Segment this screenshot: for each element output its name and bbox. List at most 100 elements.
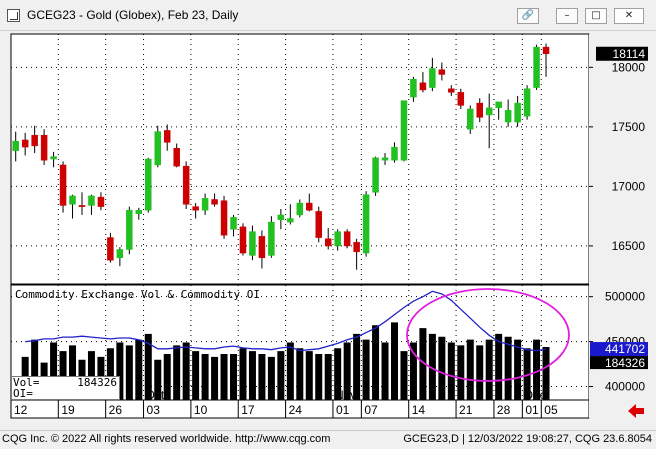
highlight-ellipse [406,288,570,382]
volume-bar [211,356,219,400]
volume-bar [504,336,512,400]
date-label: 24 [289,403,303,417]
candle-body [400,100,408,161]
volume-bar [220,354,228,400]
maximize-button[interactable]: □ [585,8,607,24]
candle-body [192,206,199,211]
volume-bar [154,359,162,400]
candle-body [50,156,57,160]
volume-bar [286,342,294,400]
volume-bar [106,348,114,400]
volume-bar [163,354,171,400]
volume-bar [362,339,370,400]
volume-bar [372,325,380,400]
candle-body [249,231,256,256]
status-bar: CQG Inc. © 2022 All rights reserved worl… [0,430,656,449]
candle-body [145,158,152,211]
candle-body [542,46,550,55]
scroll-left-arrow-icon[interactable] [628,404,644,418]
volume-bar [135,339,143,400]
price-tick-label: 17000 [612,179,646,193]
volume-bar [116,342,124,400]
volume-bar [315,354,323,400]
candle-body [362,194,370,254]
date-label: 28 [497,403,511,417]
candle-body [21,139,29,148]
last-oi-tag [590,342,648,357]
candle-body [391,146,398,161]
candle-body [381,157,389,161]
candle-body [31,134,38,147]
candle-body [419,82,427,91]
last-volume-tag-label: 184326 [605,356,645,370]
volume-bar [324,354,332,400]
candle-body [97,196,105,207]
volume-bar [447,342,455,400]
volume-bar [192,351,200,400]
date-label: 26 [109,403,123,417]
oi-label: OI= [13,387,33,400]
volume-bar [182,342,190,400]
candle-body [220,200,228,236]
volume-bar [353,333,361,400]
candle-body [343,231,351,247]
price-tick-label: 17500 [612,120,646,134]
candle-body [523,88,531,117]
volume-bar [87,351,95,400]
candle-body [201,198,209,211]
volume-bar [514,339,522,400]
date-label: 19 [61,403,75,417]
price-panel [10,33,590,285]
candle-body [315,211,322,238]
date-label: 03 [147,403,161,417]
volume-bar [485,339,493,400]
price-chart[interactable]: Commodity Exchange Vol & Commodity OI 16… [0,31,656,430]
volume-bar [239,348,247,400]
price-tick-label: 18000 [612,60,646,74]
candle-body [268,221,275,256]
candle-body [533,46,540,88]
candle-body [88,195,95,206]
volume-bar [125,345,133,400]
volume-bar [457,345,465,400]
candle-body [324,238,332,247]
candle-body [78,205,86,207]
minimize-button[interactable]: – [556,8,578,24]
volume-panel-title: Commodity Exchange Vol & Commodity OI [15,288,260,301]
volume-bar [173,345,181,400]
volume-bar [400,351,408,400]
candle-body [438,69,446,75]
volume-bar [201,354,209,400]
candle-body [135,209,143,215]
volume-bar [438,336,446,400]
copyright-text: CQG Inc. © 2022 All rights reserved worl… [2,433,331,445]
candle-body [287,218,294,223]
date-label: 10 [194,403,208,417]
volume-readout: Vol= 184326 OI= [11,376,120,400]
candle-body [12,140,19,151]
last-volume-tag [590,356,648,370]
candle-body [211,199,218,205]
last-oi-tag-label: 441702 [605,342,645,356]
volume-bar [277,351,285,400]
candle-body [448,88,455,93]
candle-body [485,107,493,116]
volume-bar [343,342,351,400]
candle-body [495,101,502,109]
price-tick-label: 16500 [612,239,646,253]
candle-body [182,165,190,205]
title-bar: GCEG23 - Gold (Globex), Feb 23, Daily 🔗 … [0,0,656,31]
date-label: 05 [544,403,558,417]
volume-bar [495,333,503,400]
candle-body [353,242,360,253]
link-icon[interactable]: 🔗 [517,8,539,24]
candle-body [334,231,341,247]
window-title: GCEG23 - Gold (Globex), Feb 23, Daily [27,8,239,22]
month-label: Nov [335,388,356,402]
close-button[interactable]: ✕ [614,8,644,24]
volume-bar [428,333,436,400]
candle-body [306,202,313,211]
volume-bar [523,348,531,400]
candle-body [277,214,285,220]
